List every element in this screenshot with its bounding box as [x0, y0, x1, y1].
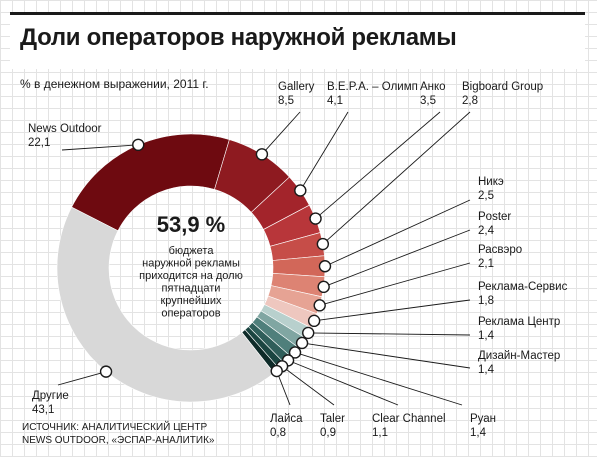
slice-label: Poster: [478, 211, 511, 223]
slice-value-label: 4,1: [327, 95, 343, 107]
leader-line: [323, 229, 471, 288]
leader-line: [61, 144, 139, 151]
slice-value-label: 2,4: [478, 225, 495, 237]
slice-value-label: 43,1: [32, 404, 54, 416]
slice-label: Лайса: [270, 413, 303, 425]
center-caption-line: пятнадцати: [162, 283, 221, 295]
slice-value-label: 22,1: [28, 137, 50, 149]
source-line-1: ИСТОЧНИК: АНАЛИТИЧЕСКИЙ ЦЕНТР: [22, 422, 208, 433]
leader-line: [308, 332, 471, 336]
slice-value-label: 1,4: [470, 427, 487, 439]
chart-title: Доли операторов наружной рекламы: [20, 24, 457, 51]
source-line-2: NEWS OUTDOOR, «ЭСПАР-АНАЛИТИК»: [22, 435, 215, 446]
leader-line: [301, 342, 471, 369]
center-caption-line: операторов: [161, 308, 220, 320]
slice-value-label: 1,4: [478, 364, 495, 376]
slice-labels: News Outdoor 22,1 Gallery 8,5 B.E.P.A. – Оли…: [28, 81, 568, 439]
slice-value-label: 2,8: [462, 95, 478, 107]
slice-marker: [302, 326, 315, 340]
slice-value-label: 0,8: [270, 427, 286, 439]
center-caption-line: наружной рекламы: [142, 258, 240, 270]
slice-marker: [132, 138, 145, 152]
slice-marker: [309, 212, 322, 225]
slice-label: News Outdoor: [28, 123, 102, 135]
slice-marker: [313, 299, 326, 312]
slice-label: Анко: [420, 81, 446, 93]
slice-value-label: 1,4: [478, 330, 495, 342]
leader-line: [294, 352, 463, 406]
slice-value-label: 8,5: [278, 95, 294, 107]
slice-marker: [316, 237, 330, 251]
leader-line: [324, 199, 471, 267]
donut-slice: [56, 206, 275, 403]
leader-line: [261, 111, 301, 155]
slice-marker: [270, 364, 283, 378]
slice-label: Bigboard Group: [462, 81, 543, 93]
slice-value-label: 2,1: [478, 258, 494, 270]
slice-marker: [318, 260, 332, 273]
center-percentage: 53,9 %: [157, 212, 226, 237]
slice-label: B.E.P.A. – Олимп: [327, 81, 418, 93]
slice-marker: [294, 184, 307, 197]
title-bar: [10, 12, 585, 69]
slice-label: Расвэро: [478, 244, 522, 256]
slice-label: Реклама-Сервис: [478, 281, 568, 293]
leader-line: [281, 365, 335, 406]
slice-marker: [99, 365, 113, 378]
slice-label: Clear Channel: [372, 413, 446, 425]
slice-value-label: 3,5: [420, 95, 436, 107]
slice-value-label: 1,8: [478, 295, 494, 307]
slice-label: Дизайн-Мастер: [478, 350, 560, 362]
slice-label: Никэ: [478, 176, 504, 188]
leader-markers: [99, 138, 332, 378]
slice-marker: [255, 148, 269, 161]
leader-line: [322, 111, 471, 245]
donut-slices: [56, 133, 326, 403]
leader-line: [319, 262, 471, 306]
slice-value-label: 1,1: [372, 427, 388, 439]
slice-marker: [317, 280, 330, 294]
center-caption-line: приходится на долю: [139, 270, 243, 282]
leader-line: [57, 371, 107, 386]
slice-label: Другие: [32, 390, 69, 402]
leader-line: [314, 299, 471, 322]
leader-line: [287, 359, 399, 406]
chart-subtitle: % в денежном выражении, 2011 г.: [20, 77, 209, 91]
slice-marker: [288, 346, 302, 359]
leader-line: [299, 111, 349, 191]
slice-value-label: 2,5: [478, 190, 494, 202]
leader-line: [315, 111, 441, 219]
slice-value-label: 0,9: [320, 427, 336, 439]
slice-label: Руан: [470, 413, 496, 425]
center-caption-line: крупнейших: [160, 295, 222, 307]
slice-label: Taler: [320, 413, 345, 425]
leader-lines: [57, 111, 471, 406]
slice-marker: [295, 336, 309, 350]
slice-marker: [307, 314, 321, 328]
slice-label: Реклама Центр: [478, 316, 560, 328]
slice-label: Gallery: [278, 81, 315, 93]
source-note: ИСТОЧНИК: АНАЛИТИЧЕСКИЙ ЦЕНТР NEWS OUTDO…: [22, 421, 282, 447]
center-caption-line: бюджета: [169, 245, 215, 257]
